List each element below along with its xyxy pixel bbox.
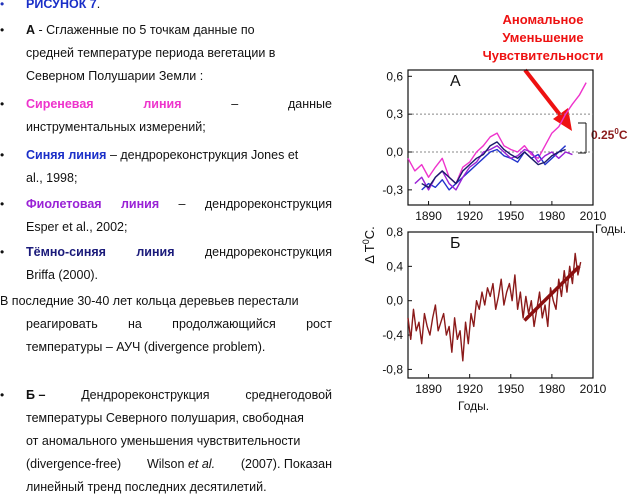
bullet-dot: •: [0, 23, 5, 37]
bullet-dot: •: [0, 148, 5, 162]
item-b-line-5: линейный тренд последних десятилетий.: [26, 480, 267, 494]
x-tick-label: 2010: [580, 209, 607, 223]
trend-line: [523, 265, 581, 322]
y-tick-label: 0,6: [386, 69, 403, 83]
x-axis-label-b: Годы.: [458, 399, 489, 413]
bullet-dot: •: [0, 0, 5, 11]
plot-frame: [407, 231, 594, 379]
series-line: [407, 252, 582, 362]
bullet-dot: •: [0, 245, 5, 259]
x-tick-label: 1980: [539, 382, 566, 396]
blue-line-rest: al., 1998;: [26, 171, 78, 185]
x-tick-label: 1980: [539, 209, 566, 223]
annotation-arrow: [523, 68, 566, 122]
plot-frame: [407, 69, 594, 206]
annotation-line-2: Уменьшение: [502, 30, 583, 45]
x-tick-label: 1950: [497, 382, 524, 396]
panel-label: Б: [450, 235, 461, 252]
chart-panel-b: 0,8 0,4 0,0 -0,4 -0,8 1890 1920 1950 1980 2010 Б: [382, 225, 606, 396]
bullet-dot: •: [0, 97, 5, 111]
series-line: [407, 82, 587, 185]
chart-panel-a: 0,6 0,3 0,0 -0,3 1890 1920 1950 1980 2010 А: [382, 69, 606, 223]
y-tick-label: 0,0: [386, 294, 403, 308]
y-tick-label: -0,8: [382, 362, 403, 376]
x-tick-label: 2010: [580, 382, 607, 396]
y-tick-label: 0,0: [386, 145, 403, 159]
y-tick-label: 0,8: [386, 225, 403, 239]
violet-line-rest: Esper et al., 2002;: [26, 220, 128, 234]
item-a-line-3: Северном Полушарии Земли :: [26, 69, 204, 83]
item-b-line-2: температуры Северного полушария, свободн…: [26, 411, 304, 425]
annotation: Аномальное Уменьшение Чувствительности: [483, 12, 604, 63]
annotation-line-1: Аномальное: [503, 12, 584, 27]
x-tick-label: 1890: [415, 382, 442, 396]
y-tick-label: -0,3: [382, 183, 403, 197]
series-line: [421, 141, 566, 189]
y-axis-label: Δ T0C.: [361, 226, 377, 264]
annotation-line-3: Чувствительности: [483, 48, 604, 63]
lilac-line-rest: инструментальных измерений;: [26, 120, 206, 134]
x-tick-label: 1890: [415, 209, 442, 223]
figure: Аномальное Уменьшение Чувствительности 0…: [361, 12, 628, 413]
delta-label: 0.250C: [591, 127, 628, 142]
panel-label: А: [450, 73, 461, 90]
figure-label: РИСУНОК 7: [26, 0, 97, 11]
divergence-line-1: В последние 30-40 лет кольца деревьев пе…: [0, 294, 299, 308]
bullet-dot: •: [0, 197, 5, 211]
bullet-dot: •: [0, 388, 5, 402]
x-tick-label: 1920: [456, 382, 483, 396]
x-tick-label: 1920: [456, 209, 483, 223]
x-tick-label: 1950: [497, 209, 524, 223]
darkblue-line-rest: Briffa (2000).: [26, 268, 99, 282]
x-axis-label-a: Годы.: [595, 222, 626, 236]
item-a-line-2: средней температуре периода вегетации в: [26, 46, 276, 60]
divergence-line-3: температуры – АУЧ (divergence problem).: [26, 340, 266, 354]
y-tick-label: 0,3: [386, 107, 403, 121]
y-tick-label: 0,4: [386, 259, 403, 273]
y-tick-label: -0,4: [382, 328, 403, 342]
item-b-line-3: от аномального уменьшения чувствительнос…: [26, 434, 301, 448]
